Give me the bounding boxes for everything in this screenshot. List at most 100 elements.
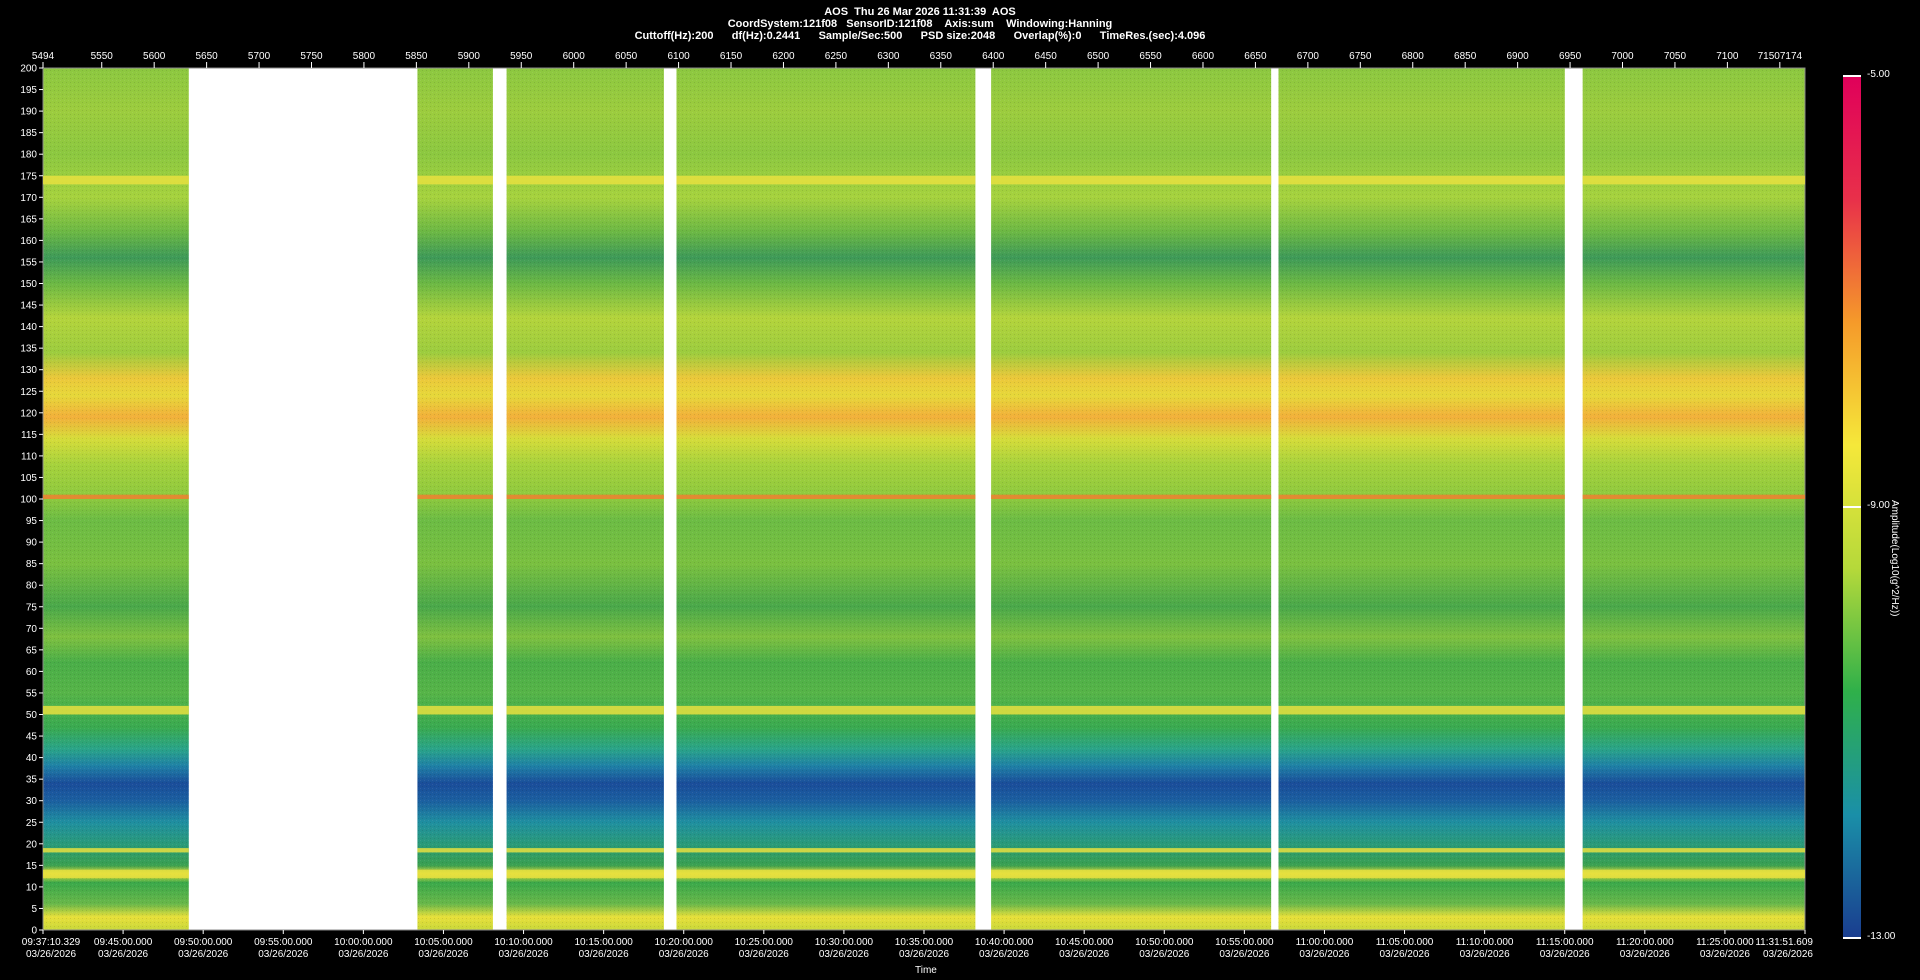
y-axis-tick-label: 200 xyxy=(20,64,37,75)
top-axis-tick-label: 6450 xyxy=(1035,51,1058,62)
x-axis-time-label: 10:10:00.000 xyxy=(494,937,553,948)
frequency-band-4 xyxy=(1278,705,1565,715)
frequency-band-2 xyxy=(1582,848,1805,853)
top-axis-tick-label: 6200 xyxy=(772,51,795,62)
y-axis-tick-label: 140 xyxy=(20,322,37,333)
y-axis-tick-label: 20 xyxy=(26,839,38,850)
x-axis-time-label: 10:30:00.000 xyxy=(815,937,874,948)
y-axis-tick-label: 55 xyxy=(26,688,38,699)
y-axis-tick-label: 185 xyxy=(20,128,37,139)
x-axis-time-label: 10:20:00.000 xyxy=(655,937,714,948)
frequency-band-2 xyxy=(1278,848,1565,853)
top-axis-tick-label: 6150 xyxy=(720,51,743,62)
top-axis: 5494 5550 5600 5650 5700 5750 5800 5850 5900 5950… xyxy=(32,51,1803,68)
frequency-band-5 xyxy=(43,494,189,499)
x-axis-date-label: 03/26/2026 xyxy=(1299,949,1349,960)
x-axis-date-label: 03/26/2026 xyxy=(979,949,1029,960)
frequency-band-8 xyxy=(43,175,189,185)
y-axis-tick-label: 15 xyxy=(26,861,38,872)
top-axis-tick-label: 7000 xyxy=(1611,51,1634,62)
y-axis-tick-label: 165 xyxy=(20,214,37,225)
x-axis-date-label: 03/26/2026 xyxy=(899,949,949,960)
x-axis-date-label: 03/26/2026 xyxy=(338,949,388,960)
top-axis-tick-label: 6650 xyxy=(1244,51,1267,62)
y-axis-tick-label: 150 xyxy=(20,279,37,290)
top-axis-tick-label: 6850 xyxy=(1454,51,1477,62)
x-axis-date-label: 03/26/2026 xyxy=(26,949,76,960)
y-axis-tick-label: 80 xyxy=(26,581,38,592)
frequency-band-5 xyxy=(676,494,976,499)
y-axis-tick-label: 40 xyxy=(26,753,38,764)
x-axis-time-label: 10:50:00.000 xyxy=(1135,937,1194,948)
frequency-band-8 xyxy=(1582,175,1805,185)
frequency-band-8 xyxy=(1278,175,1565,185)
x-axis-time-label: 10:00:00.000 xyxy=(334,937,393,948)
y-axis-tick-label: 25 xyxy=(26,818,38,829)
y-axis-tick-label: 50 xyxy=(26,710,38,721)
top-axis-tick-label: 6000 xyxy=(563,51,586,62)
x-axis-date-label: 03/26/2026 xyxy=(418,949,468,960)
y-axis-tick-label: 90 xyxy=(26,538,38,549)
frequency-band-1 xyxy=(1278,869,1565,879)
y-axis-tick-label: 190 xyxy=(20,107,37,118)
frequency-band-8 xyxy=(417,175,493,185)
y-axis-tick-label: 195 xyxy=(20,85,37,96)
y-axis-tick-label: 125 xyxy=(20,387,37,398)
frequency-band-4 xyxy=(506,705,664,715)
x-axis-time-label: 11:00:00.000 xyxy=(1296,937,1354,948)
top-axis-tick-label: 7100 xyxy=(1716,51,1739,62)
frequency-band-2 xyxy=(43,848,189,853)
y-axis-tick-label: 180 xyxy=(20,150,37,161)
top-axis-tick-label: 6900 xyxy=(1507,51,1530,62)
frequency-band-1 xyxy=(676,869,976,879)
y-axis-tick-label: 10 xyxy=(26,882,38,893)
top-axis-tick-label: 6350 xyxy=(930,51,953,62)
colorbar-mid-label: -9.00 xyxy=(1867,500,1890,511)
y-axis-tick-label: 60 xyxy=(26,667,38,678)
x-axis-date-label: 03/26/2026 xyxy=(739,949,789,960)
top-axis-tick-label: 5900 xyxy=(458,51,481,62)
y-axis-tick-label: 100 xyxy=(20,495,37,506)
top-axis-tick-label: 6300 xyxy=(877,51,900,62)
frequency-band-2 xyxy=(676,848,976,853)
frequency-band-5 xyxy=(417,494,493,499)
x-axis-date-label: 03/26/2026 xyxy=(1763,949,1813,960)
frequency-band-2 xyxy=(417,848,493,853)
y-axis-tick-label: 135 xyxy=(20,344,37,355)
frequency-band-4 xyxy=(43,705,189,715)
colorbar xyxy=(1843,75,1861,939)
x-axis-time-label: 09:50:00.000 xyxy=(174,937,233,948)
frequency-band-1 xyxy=(991,869,1272,879)
x-axis-time-label: 10:55:00.000 xyxy=(1215,937,1274,948)
x-axis-time-label: 10:40:00.000 xyxy=(975,937,1034,948)
top-axis-tick-label: 5650 xyxy=(195,51,218,62)
top-axis-tick-label: 6700 xyxy=(1297,51,1320,62)
top-axis-tick-label: 6750 xyxy=(1349,51,1372,62)
frequency-band-1 xyxy=(1582,869,1805,879)
y-axis-tick-label: 170 xyxy=(20,193,37,204)
colorbar-min-label: -13.00 xyxy=(1867,931,1896,942)
x-axis-date-label: 03/26/2026 xyxy=(1460,949,1510,960)
x-axis-date-label: 03/26/2026 xyxy=(1139,949,1189,960)
x-axis-date-label: 03/26/2026 xyxy=(1540,949,1590,960)
y-axis-tick-label: 175 xyxy=(20,171,37,182)
frequency-band-4 xyxy=(676,705,976,715)
x-axis-time-label: 11:15:00.000 xyxy=(1536,937,1594,948)
y-axis-tick-label: 145 xyxy=(20,301,37,312)
top-axis-tick-label: 5600 xyxy=(143,51,166,62)
frequency-band-5 xyxy=(1582,494,1805,499)
frequency-band-4 xyxy=(417,705,493,715)
x-axis-time-label: 11:10:00.000 xyxy=(1456,937,1514,948)
y-axis-tick-label: 75 xyxy=(26,602,38,613)
x-axis-time-label: 10:45:00.000 xyxy=(1055,937,1114,948)
top-axis-tick-label: 6550 xyxy=(1139,51,1162,62)
top-axis-tick-label: 6500 xyxy=(1087,51,1110,62)
x-axis-date-label: 03/26/2026 xyxy=(178,949,228,960)
top-axis-tick-label: 6100 xyxy=(667,51,690,62)
x-axis-date-label: 03/26/2026 xyxy=(819,949,869,960)
frequency-band-4 xyxy=(1582,705,1805,715)
x-axis-time-label: 10:15:00.000 xyxy=(574,937,633,948)
x-axis-date-label: 03/26/2026 xyxy=(1620,949,1670,960)
top-axis-tick-label: 6950 xyxy=(1559,51,1582,62)
